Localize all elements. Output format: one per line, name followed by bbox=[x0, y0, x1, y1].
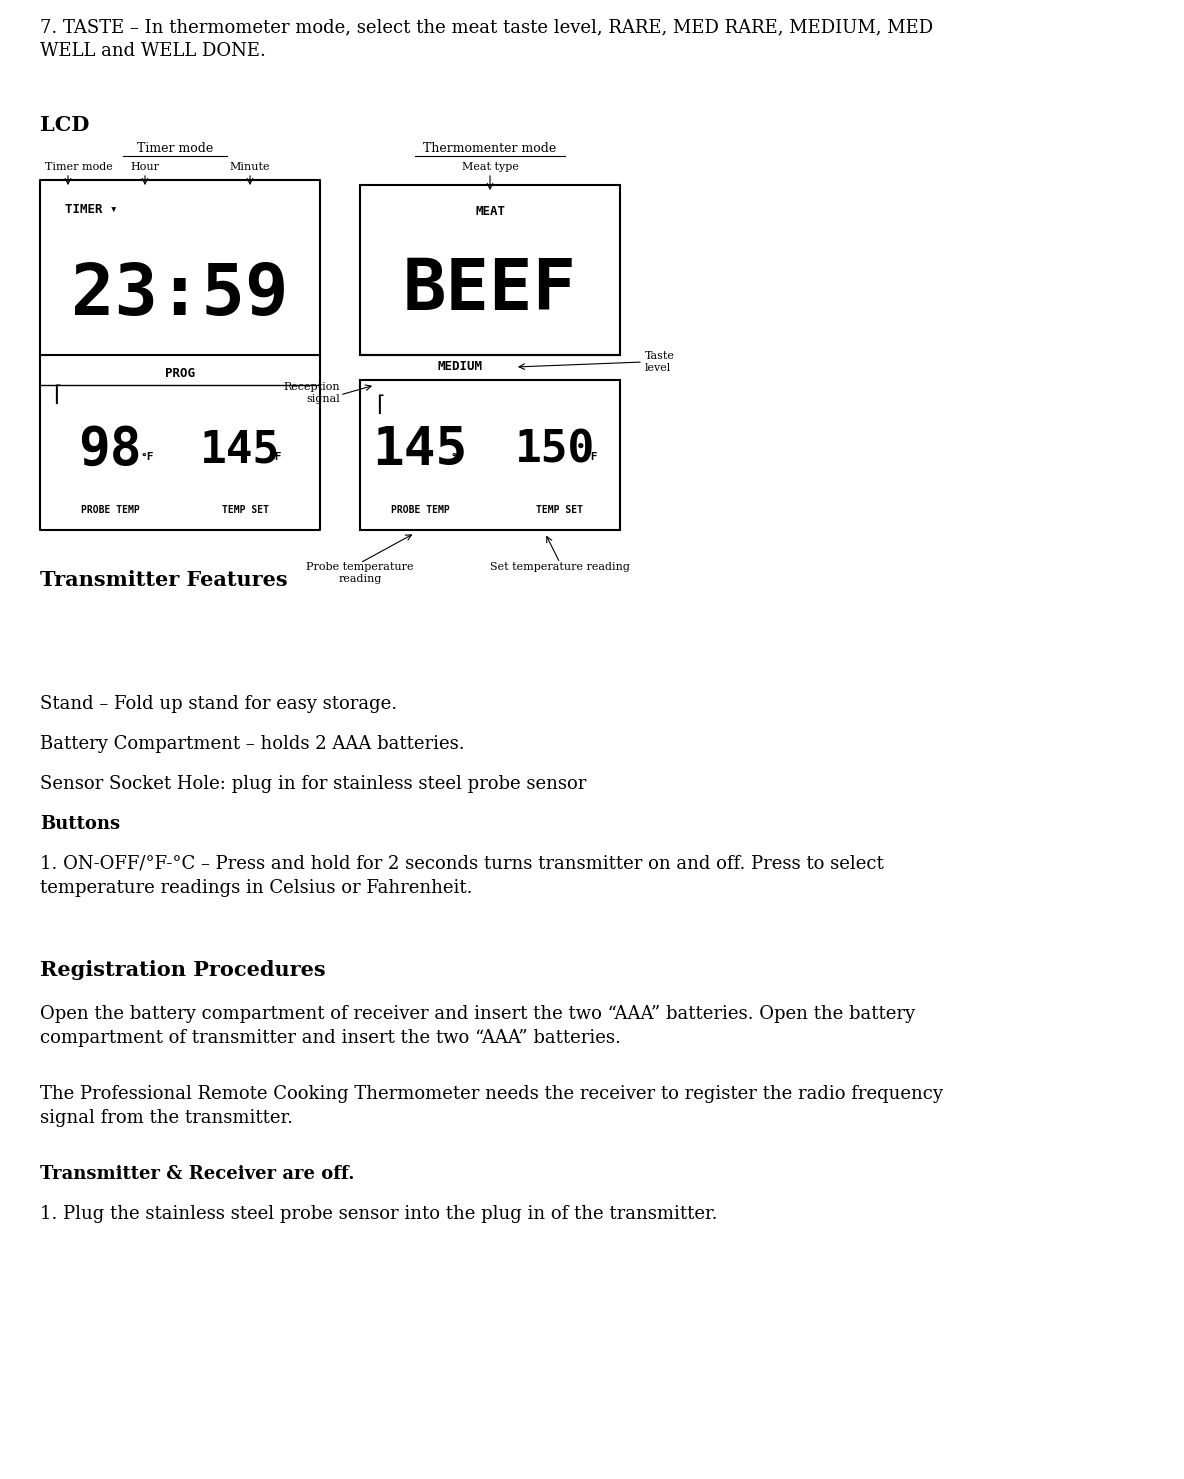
Bar bbox=[360, 380, 620, 529]
Text: Stand – Fold up stand for easy storage.: Stand – Fold up stand for easy storage. bbox=[40, 695, 397, 713]
Text: PROG: PROG bbox=[165, 367, 195, 380]
Text: 145: 145 bbox=[200, 429, 281, 472]
Text: MEAT: MEAT bbox=[475, 206, 506, 217]
Text: Taste
level: Taste level bbox=[645, 351, 675, 373]
Bar bbox=[360, 185, 620, 355]
Text: °F: °F bbox=[450, 453, 463, 461]
Text: 1. Plug the stainless steel probe sensor into the plug in of the transmitter.: 1. Plug the stainless steel probe sensor… bbox=[40, 1205, 718, 1223]
Text: Hour: Hour bbox=[130, 163, 160, 172]
Text: °F: °F bbox=[585, 453, 598, 461]
Text: Timer mode: Timer mode bbox=[45, 163, 112, 172]
Text: PROBE TEMP: PROBE TEMP bbox=[81, 504, 140, 515]
Text: 1. ON-OFF/°F-°C – Press and hold for 2 seconds turns transmitter on and off. Pre: 1. ON-OFF/°F-°C – Press and hold for 2 s… bbox=[40, 855, 883, 896]
Text: 150: 150 bbox=[515, 429, 596, 472]
Text: Registration Procedures: Registration Procedures bbox=[40, 960, 326, 981]
Text: 23:59: 23:59 bbox=[71, 260, 289, 330]
Text: °F: °F bbox=[140, 453, 154, 461]
Text: Transmitter Features: Transmitter Features bbox=[40, 569, 288, 590]
Text: TIMER ▾: TIMER ▾ bbox=[65, 203, 117, 216]
Text: LCD: LCD bbox=[40, 115, 89, 135]
Text: °F: °F bbox=[268, 453, 282, 461]
Text: Meat type: Meat type bbox=[462, 163, 519, 172]
Text: Probe temperature
reading: Probe temperature reading bbox=[307, 562, 413, 584]
Text: Buttons: Buttons bbox=[40, 815, 120, 833]
Bar bbox=[40, 180, 320, 529]
Text: Reception
signal: Reception signal bbox=[283, 382, 340, 404]
Text: Sensor Socket Hole: plug in for stainless steel probe sensor: Sensor Socket Hole: plug in for stainles… bbox=[40, 775, 586, 793]
Text: ⌈: ⌈ bbox=[377, 395, 385, 416]
Text: Minute: Minute bbox=[230, 163, 270, 172]
Text: Open the battery compartment of receiver and insert the two “AAA” batteries. Ope: Open the battery compartment of receiver… bbox=[40, 1006, 915, 1047]
Text: ⌈: ⌈ bbox=[53, 385, 62, 405]
Text: Transmitter & Receiver are off.: Transmitter & Receiver are off. bbox=[40, 1165, 354, 1183]
Text: Battery Compartment – holds 2 AAA batteries.: Battery Compartment – holds 2 AAA batter… bbox=[40, 735, 464, 753]
Text: 7. TASTE – In thermometer mode, select the meat taste level, RARE, MED RARE, MED: 7. TASTE – In thermometer mode, select t… bbox=[40, 18, 933, 59]
Text: BEEF: BEEF bbox=[403, 256, 577, 324]
Text: MEDIUM: MEDIUM bbox=[438, 361, 483, 374]
Text: Set temperature reading: Set temperature reading bbox=[490, 562, 630, 572]
Text: Timer mode: Timer mode bbox=[137, 142, 213, 155]
Text: 145: 145 bbox=[373, 424, 468, 476]
Text: The Professional Remote Cooking Thermometer needs the receiver to register the r: The Professional Remote Cooking Thermome… bbox=[40, 1086, 942, 1127]
Text: 98: 98 bbox=[78, 424, 142, 476]
Text: PROBE TEMP: PROBE TEMP bbox=[391, 504, 450, 515]
Text: Thermomenter mode: Thermomenter mode bbox=[424, 142, 556, 155]
Text: TEMP SET: TEMP SET bbox=[221, 504, 269, 515]
Text: TEMP SET: TEMP SET bbox=[536, 504, 584, 515]
